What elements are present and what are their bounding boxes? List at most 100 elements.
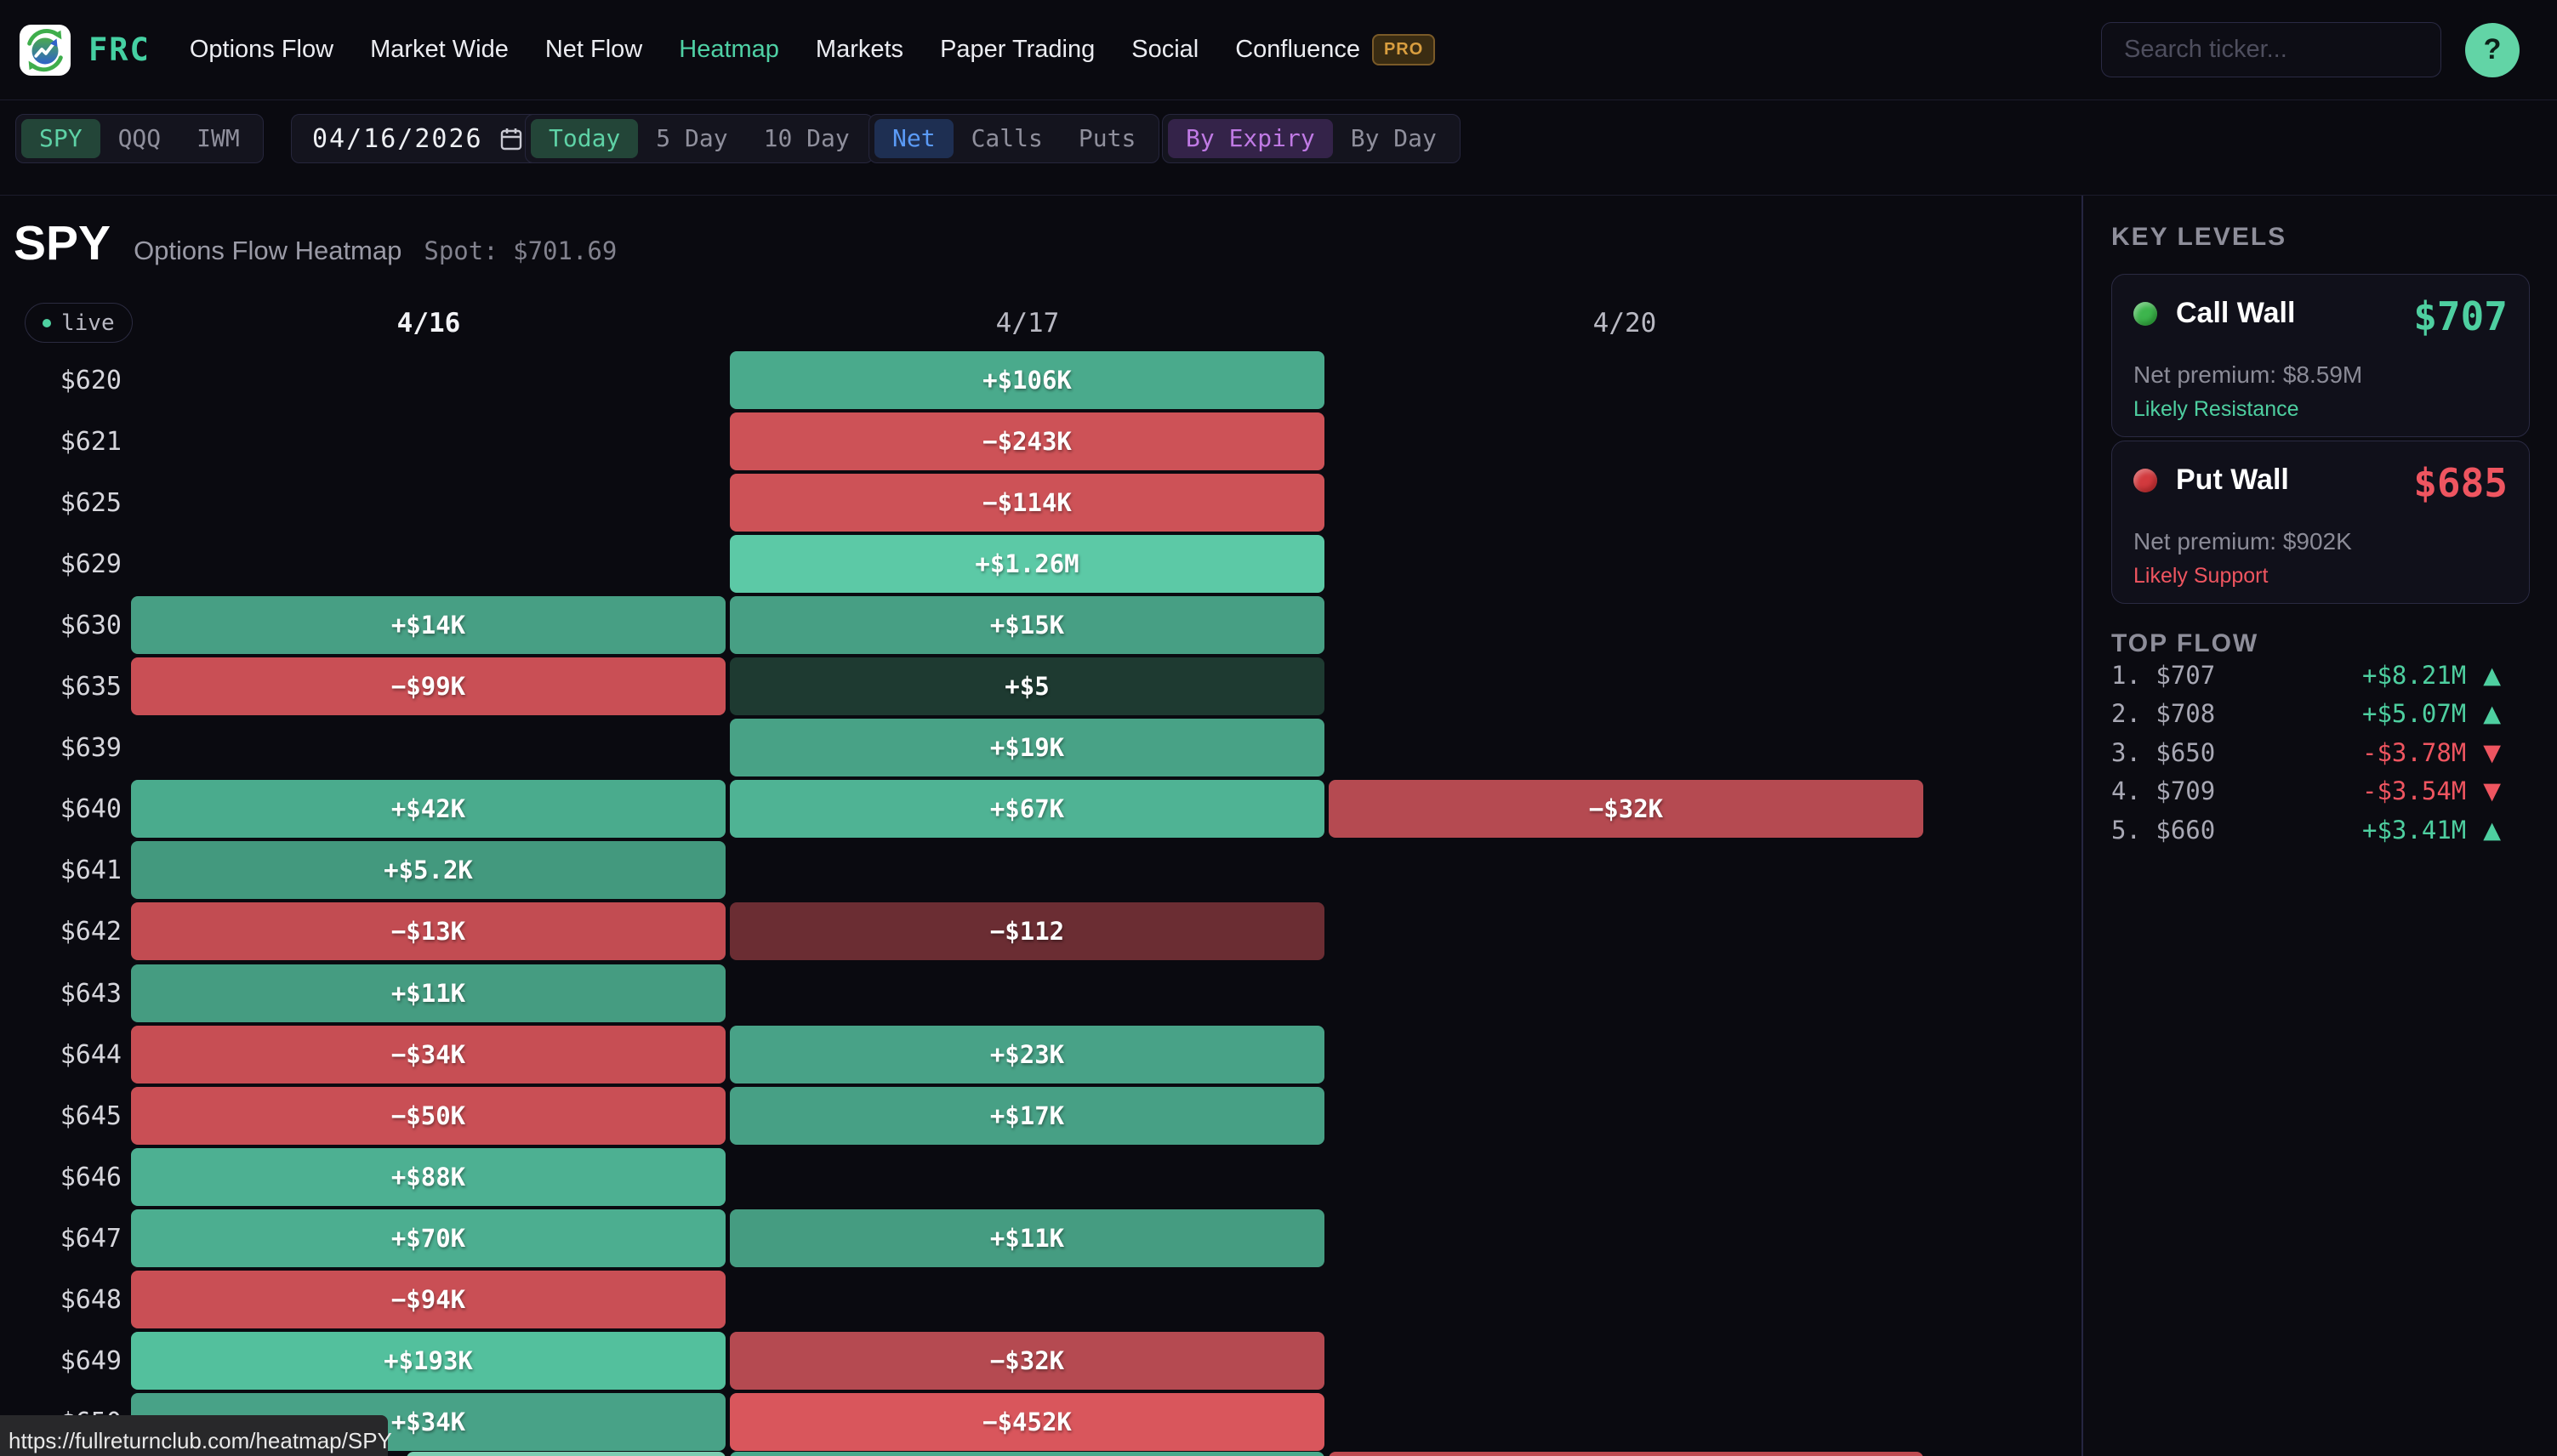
heatmap-cell-620-4-17[interactable]: +$106K: [730, 351, 1324, 409]
range-tab-10-day[interactable]: 10 Day: [763, 124, 850, 152]
ticker-tab-spy[interactable]: SPY: [21, 119, 100, 158]
date-value: 04/16/2026: [312, 123, 483, 154]
heatmap-cell-642-4-16[interactable]: −$13K: [131, 902, 726, 960]
heatmap-cell-645-4-16[interactable]: −$50K: [131, 1087, 726, 1145]
date-picker[interactable]: 04/16/2026: [291, 114, 544, 163]
nav-item-label: Markets: [815, 36, 904, 63]
top-flow-row-2: 2. $708 +$5.07M ▲: [2111, 696, 2501, 731]
brand-name[interactable]: FRC: [88, 31, 151, 68]
strike-label-641: $641: [60, 855, 122, 885]
search-input[interactable]: [2101, 22, 2441, 77]
heatmap-cell-635-4-17[interactable]: +$5: [730, 657, 1324, 715]
nav-item-markets[interactable]: Markets: [816, 36, 903, 64]
strike-label-644: $644: [60, 1039, 122, 1070]
heatmap-cell-647-4-17[interactable]: +$11K: [730, 1209, 1324, 1267]
heatmap-cell-640-4-20[interactable]: −$32K: [1329, 780, 1923, 838]
top-flow-strike: 2. $708: [2111, 699, 2216, 728]
nav-item-label: Paper Trading: [940, 36, 1096, 63]
up-triangle-icon: ▲: [2483, 816, 2501, 844]
column-header-4-16: 4/16: [396, 308, 461, 338]
type-tab-puts[interactable]: Puts: [1078, 124, 1136, 152]
top-flow-value: +$3.41M: [2362, 816, 2467, 845]
up-triangle-icon: ▲: [2483, 700, 2501, 727]
strike-label-642: $642: [60, 916, 122, 947]
nav-item-paper-trading[interactable]: Paper Trading: [940, 36, 1095, 64]
heatmap-cell-647-4-16[interactable]: +$70K: [131, 1209, 726, 1267]
grouping-tab-by-day[interactable]: By Day: [1350, 124, 1437, 152]
heatmap-cell-648-4-16[interactable]: −$94K: [131, 1271, 726, 1328]
strike-label-645: $645: [60, 1101, 122, 1131]
top-flow-strike: 1. $707: [2111, 661, 2216, 690]
nav-item-label: Options Flow: [189, 36, 334, 63]
ticker-tab-iwm[interactable]: IWM: [196, 124, 240, 152]
strike-label-640: $640: [60, 793, 122, 824]
ticker-tabs-group: SPY QQQ IWM: [15, 114, 264, 163]
top-flow-row-5: 5. $660 +$3.41M ▲: [2111, 812, 2501, 848]
ticker-tab-qqq[interactable]: QQQ: [117, 124, 162, 152]
heatmap-cell-partial-0[interactable]: [407, 1452, 726, 1456]
heatmap-cell-649-4-17[interactable]: −$32K: [730, 1332, 1324, 1390]
call-wall-dot-icon: [2133, 301, 2157, 326]
put-wall-price: $685: [2413, 460, 2508, 506]
call-wall-price: $707: [2413, 293, 2508, 339]
nav-item-confluence[interactable]: Confluence PRO: [1235, 34, 1436, 65]
nav-item-label: Social: [1131, 36, 1199, 63]
heatmap-cell-644-4-16[interactable]: −$34K: [131, 1026, 726, 1083]
nav-item-heatmap[interactable]: Heatmap: [679, 36, 779, 64]
type-tab-calls[interactable]: Calls: [971, 124, 1043, 152]
calendar-icon: [500, 128, 521, 151]
heatmap-cell-642-4-17[interactable]: −$112: [730, 902, 1324, 960]
heatmap-cell-649-4-16[interactable]: +$193K: [131, 1332, 726, 1390]
nav-item-social[interactable]: Social: [1131, 36, 1199, 64]
nav-item-label: Market Wide: [370, 36, 509, 63]
heatmap-cell-639-4-17[interactable]: +$19K: [730, 719, 1324, 776]
live-label: live: [61, 310, 115, 336]
heatmap-cell-641-4-16[interactable]: +$5.2K: [131, 841, 726, 899]
heatmap-cell-621-4-17[interactable]: −$243K: [730, 412, 1324, 470]
heatmap-cell-645-4-17[interactable]: +$17K: [730, 1087, 1324, 1145]
heatmap-cell-650-4-17[interactable]: −$452K: [730, 1393, 1324, 1451]
top-flow-value: -$3.78M: [2362, 738, 2467, 767]
range-tab-today[interactable]: Today: [531, 119, 639, 158]
nav-item-label: Confluence: [1235, 36, 1360, 63]
top-flow-strike: 3. $650: [2111, 738, 2216, 767]
range-tab-5-day[interactable]: 5 Day: [656, 124, 728, 152]
type-tab-net[interactable]: Net: [874, 119, 954, 158]
heatmap-cell-629-4-17[interactable]: +$1.26M: [730, 535, 1324, 593]
column-header-4-20: 4/20: [1592, 308, 1657, 338]
heatmap-cell-635-4-16[interactable]: −$99K: [131, 657, 726, 715]
column-header-4-17: 4/17: [995, 308, 1060, 338]
heatmap-cell-630-4-16[interactable]: +$14K: [131, 596, 726, 654]
call-wall-card: Call Wall $707 Net premium: $8.59M Likel…: [2111, 274, 2530, 437]
heatmap-cell-625-4-17[interactable]: −$114K: [730, 474, 1324, 532]
key-levels-title: KEY LEVELS: [2111, 223, 2287, 251]
search-wrap: ?: [2101, 22, 2557, 77]
strike-label-649: $649: [60, 1345, 122, 1376]
live-dot-icon: [43, 318, 51, 327]
top-nav: FRC Options Flow Market Wide Net Flow Heatm…: [0, 0, 2557, 100]
put-wall-note: Likely Support: [2133, 564, 2269, 588]
top-flow-row-4: 4. $709 -$3.54M ▼: [2111, 773, 2501, 809]
pro-badge: PRO: [1371, 34, 1436, 65]
app-logo-icon[interactable]: [19, 24, 71, 77]
nav-item-market-wide[interactable]: Market Wide: [370, 36, 509, 64]
heatmap-cell-646-4-16[interactable]: +$88K: [131, 1148, 726, 1206]
heatmap-cell-644-4-17[interactable]: +$23K: [730, 1026, 1324, 1083]
put-wall-card: Put Wall $685 Net premium: $902K Likely …: [2111, 441, 2530, 604]
strike-label-625: $625: [60, 487, 122, 518]
top-flow-value: +$8.21M: [2362, 661, 2467, 690]
strike-label-647: $647: [60, 1223, 122, 1254]
heatmap-cell-partial-2[interactable]: [1329, 1452, 1923, 1456]
nav-item-options-flow[interactable]: Options Flow: [190, 36, 333, 64]
heatmap-cell-640-4-17[interactable]: +$67K: [730, 780, 1324, 838]
help-button[interactable]: ?: [2465, 22, 2520, 77]
heatmap-cell-640-4-16[interactable]: +$42K: [131, 780, 726, 838]
heatmap-cell-643-4-16[interactable]: +$11K: [131, 964, 726, 1022]
top-flow-strike: 4. $709: [2111, 776, 2216, 805]
heatmap-cell-630-4-17[interactable]: +$15K: [730, 596, 1324, 654]
grouping-tab-by-expiry[interactable]: By Expiry: [1168, 119, 1333, 158]
top-flow-value: -$3.54M: [2362, 776, 2467, 805]
heatmap-cell-partial-1[interactable]: [730, 1452, 1324, 1456]
put-wall-dot-icon: [2133, 468, 2157, 492]
nav-item-net-flow[interactable]: Net Flow: [545, 36, 642, 64]
